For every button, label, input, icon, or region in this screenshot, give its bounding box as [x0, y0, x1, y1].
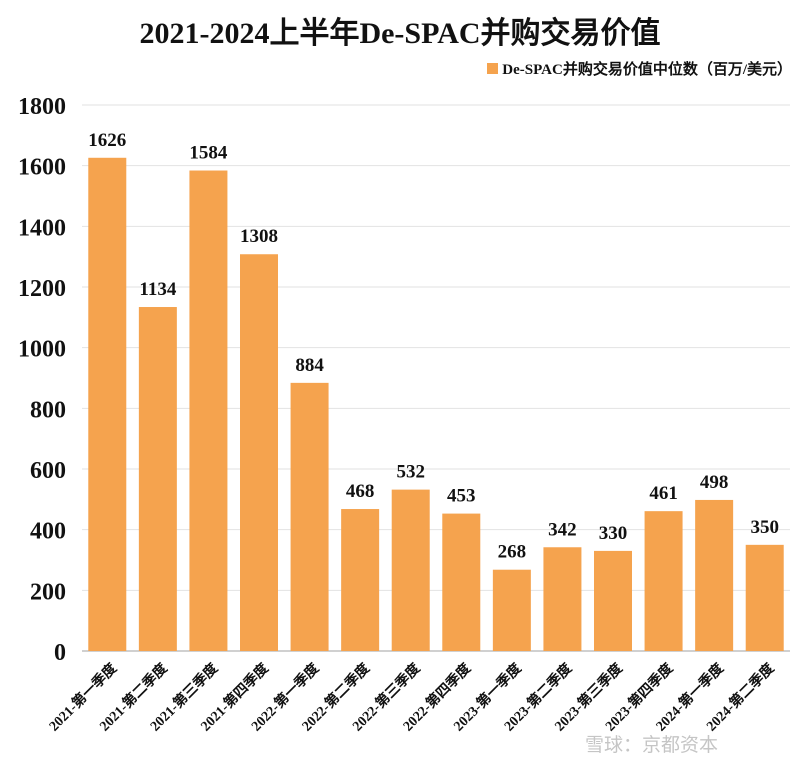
bar	[543, 547, 582, 651]
y-tick-label: 1600	[18, 155, 66, 181]
y-tick-label: 1200	[18, 276, 66, 302]
data-label: 453	[447, 486, 476, 507]
y-tick-label: 0	[54, 640, 66, 666]
y-tick-label: 400	[30, 519, 66, 545]
bar	[88, 157, 127, 651]
watermark: 雪球：京都资本	[585, 734, 719, 756]
legend: De-SPAC并购交易价值中位数（百万/美元）	[487, 58, 792, 79]
bar	[442, 513, 481, 651]
y-tick-label: 200	[30, 579, 66, 605]
legend-swatch	[487, 63, 499, 74]
data-label: 350	[750, 517, 779, 538]
data-label: 532	[396, 462, 425, 483]
data-label: 1584	[189, 143, 228, 164]
data-label: 330	[599, 523, 628, 544]
bar	[341, 509, 380, 651]
bar	[290, 382, 329, 651]
y-tick-label: 1800	[18, 94, 66, 120]
chart-title: 2021-2024上半年De-SPAC并购交易价值	[139, 17, 661, 50]
bar	[492, 569, 531, 651]
data-label: 268	[498, 542, 527, 563]
data-label: 884	[295, 355, 324, 376]
bar	[644, 511, 683, 651]
legend-label: De-SPAC并购交易价值中位数（百万/美元）	[502, 62, 792, 78]
data-label: 468	[346, 481, 375, 502]
data-label: 342	[548, 519, 577, 540]
bar	[138, 307, 177, 651]
data-label: 461	[649, 483, 678, 504]
data-label: 1134	[139, 279, 176, 300]
data-label: 1308	[240, 226, 278, 247]
bar	[745, 544, 784, 651]
y-tick-label: 600	[30, 458, 66, 484]
y-tick-label: 1000	[18, 337, 66, 363]
bar	[391, 489, 430, 651]
y-tick-label: 800	[30, 397, 66, 423]
bar	[189, 170, 228, 651]
bar	[240, 254, 278, 652]
bar	[695, 499, 734, 651]
data-label: 1626	[88, 130, 126, 151]
y-tick-label: 1400	[18, 215, 66, 241]
bar	[594, 550, 632, 651]
data-label: 498	[700, 472, 729, 493]
